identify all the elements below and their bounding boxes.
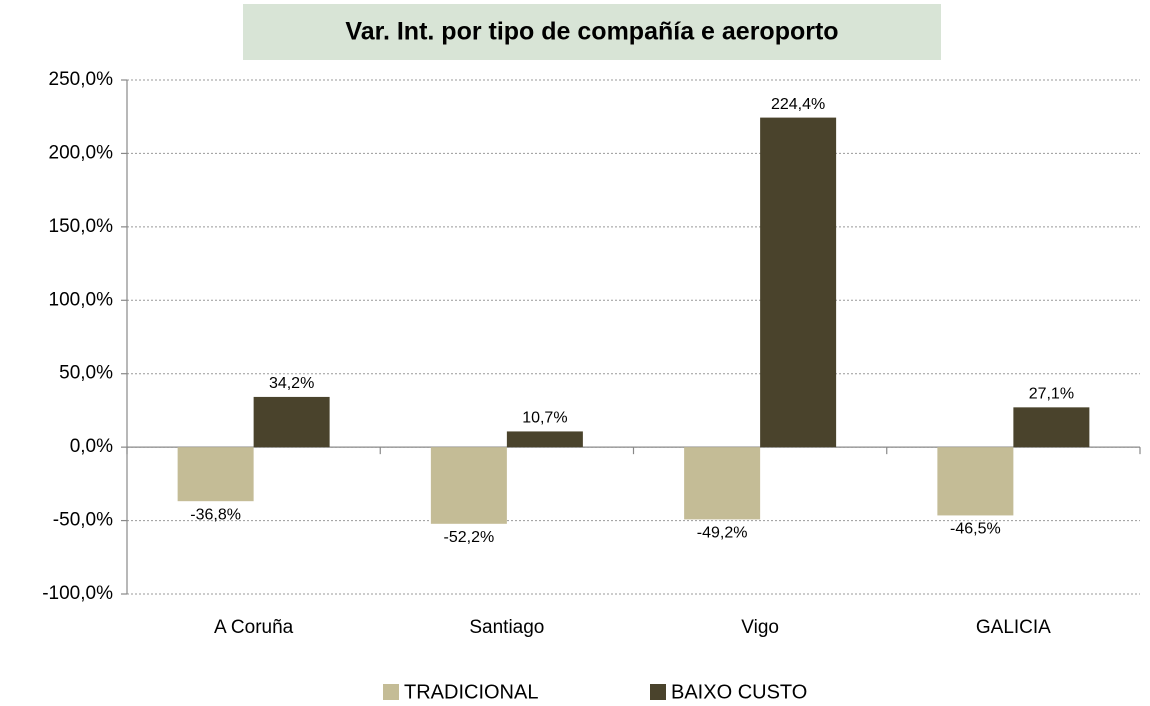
legend-swatch [383,684,399,700]
bar [937,447,1014,516]
x-tick-label: GALICIA [976,617,1051,638]
chart-title: Var. Int. por tipo de compañía e aeropor… [345,18,838,46]
bar [177,447,254,502]
data-label: 27,1% [1029,386,1074,403]
data-label: 34,2% [269,375,314,392]
x-tick-label: Santiago [469,617,544,638]
bar [760,117,837,448]
x-tick-label: A Coruña [214,617,294,638]
y-tick-label: -50,0% [53,510,113,531]
bar [430,447,507,524]
bar [684,447,761,520]
y-tick-label: 250,0% [49,69,114,90]
data-label: -49,2% [697,525,748,542]
x-tick-label: Vigo [741,617,779,638]
data-label: 10,7% [522,410,567,427]
y-tick-label: -100,0% [42,583,113,604]
y-tick-label: 150,0% [49,216,114,237]
y-tick-label: 200,0% [49,142,114,163]
data-label: -46,5% [950,521,1001,538]
data-label: -52,2% [444,529,495,546]
y-tick-label: 100,0% [49,289,114,310]
legend-label: BAIXO CUSTO [671,681,807,703]
legend-label: TRADICIONAL [404,681,538,703]
y-tick-label: 0,0% [70,436,113,457]
bar [253,396,330,448]
title-box [243,4,941,60]
legend-swatch [650,684,666,700]
bar [1013,407,1090,448]
y-tick-label: 50,0% [59,363,113,384]
data-label: 224,4% [771,96,825,113]
data-label: -36,8% [190,506,241,523]
bar [506,431,583,448]
